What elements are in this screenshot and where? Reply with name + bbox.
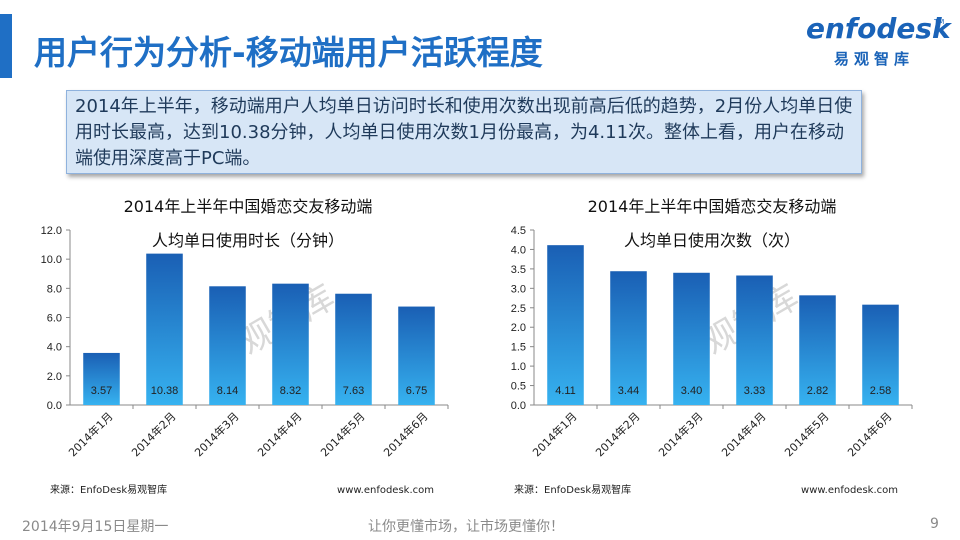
page-title: 用户行为分析-移动端用户活跃程度	[34, 33, 543, 72]
x-tick-label: 2014年2月	[592, 409, 642, 459]
x-tick-label: 2014年5月	[781, 409, 831, 459]
chart-source: 来源：EnfoDesk易观智库	[514, 483, 631, 496]
chart-url: www.enfodesk.com	[337, 485, 434, 496]
chart-title: 2014年上半年中国婚恋交友移动端	[588, 197, 837, 216]
bar	[736, 275, 773, 405]
bar	[862, 304, 899, 405]
data-label: 7.63	[343, 385, 364, 397]
y-tick-label: 3.5	[511, 264, 526, 276]
bar-chart-svg: 易观智库2014年上半年中国婚恋交友移动端人均单日使用次数（次）0.00.51.…	[511, 197, 913, 496]
bar	[547, 245, 584, 405]
summary-box: 2014年上半年，移动端用户人均单日访问时长和使用次数出现前高后低的趋势，2月份…	[66, 90, 862, 174]
x-tick-label: 2014年3月	[655, 409, 705, 459]
x-tick-label: 2014年1月	[529, 409, 579, 459]
y-tick-label: 8.0	[47, 283, 62, 295]
data-label: 3.44	[618, 385, 639, 397]
y-tick-label: 0.0	[511, 400, 526, 412]
x-tick-label: 2014年2月	[128, 409, 178, 459]
x-tick-label: 2014年5月	[317, 409, 367, 459]
x-tick-label: 2014年1月	[65, 409, 115, 459]
data-label: 4.11	[555, 385, 576, 397]
x-tick-label: 2014年3月	[191, 409, 241, 459]
y-tick-label: 0.5	[511, 381, 526, 393]
title-accent-bar	[0, 14, 12, 78]
y-tick-label: 0.0	[47, 400, 62, 412]
y-tick-label: 2.5	[511, 303, 526, 315]
bar	[146, 253, 183, 405]
x-tick-label: 2014年4月	[254, 409, 304, 459]
page-number: 9	[930, 516, 939, 532]
bar	[83, 352, 120, 405]
bar	[673, 272, 710, 405]
chart-url: www.enfodesk.com	[801, 485, 898, 496]
chart-subtitle: 人均单日使用次数（次）	[624, 231, 800, 250]
y-tick-label: 6.0	[47, 313, 62, 325]
y-tick-label: 12.0	[41, 225, 62, 237]
data-label: 6.75	[406, 385, 427, 397]
chart-subtitle: 人均单日使用时长（分钟）	[152, 231, 344, 250]
data-label: 8.14	[217, 385, 238, 397]
data-label: 3.57	[91, 385, 112, 397]
y-tick-label: 4.5	[511, 225, 526, 237]
footer-date: 2014年9月15日星期一	[22, 519, 169, 535]
bar-chart-svg: 易观智库2014年上半年中国婚恋交友移动端人均单日使用时长（分钟）0.02.04…	[41, 197, 449, 496]
logo-trademark: TM	[934, 18, 945, 26]
data-label: 2.82	[807, 385, 828, 397]
data-label: 2.58	[870, 385, 891, 397]
data-label: 3.33	[744, 385, 765, 397]
logo-subtitle: 易观智库	[834, 50, 915, 68]
y-tick-label: 2.0	[47, 371, 62, 383]
bar	[799, 295, 836, 405]
y-tick-label: 2.0	[511, 322, 526, 334]
data-label: 8.32	[280, 385, 301, 397]
bar	[335, 293, 372, 405]
chart-source: 来源：EnfoDesk易观智库	[50, 483, 167, 496]
y-tick-label: 1.5	[511, 342, 526, 354]
bar	[398, 306, 435, 405]
y-tick-label: 10.0	[41, 254, 62, 266]
y-tick-label: 1.0	[511, 361, 526, 373]
data-label: 10.38	[151, 385, 179, 397]
x-tick-label: 2014年4月	[718, 409, 768, 459]
y-tick-label: 3.0	[511, 283, 526, 295]
bar	[610, 271, 647, 405]
enfodesk-logo: enfodesk TM 易观智库	[806, 12, 951, 72]
x-tick-label: 2014年6月	[380, 409, 430, 459]
logo-wordmark: enfodesk	[806, 12, 951, 45]
bar	[272, 283, 309, 405]
footer-slogan: 让你更懂市场，让市场更懂你！	[368, 519, 564, 535]
y-tick-label: 4.0	[47, 342, 62, 354]
bar	[209, 286, 246, 405]
chart-usage-count: 易观智库2014年上半年中国婚恋交友移动端人均单日使用次数（次）0.00.51.…	[472, 190, 932, 510]
x-tick-label: 2014年6月	[844, 409, 894, 459]
chart-usage-duration: 易观智库2014年上半年中国婚恋交友移动端人均单日使用时长（分钟）0.02.04…	[8, 190, 468, 510]
chart-title: 2014年上半年中国婚恋交友移动端	[124, 197, 373, 216]
data-label: 3.40	[681, 385, 702, 397]
y-tick-label: 4.0	[511, 244, 526, 256]
